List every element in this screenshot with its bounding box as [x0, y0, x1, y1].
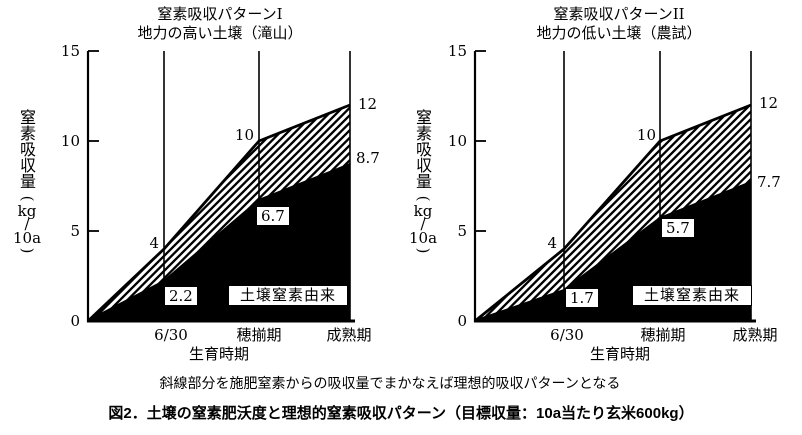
unit-kg: kg: [17, 202, 37, 220]
soil-value-box: 2.2: [164, 286, 198, 306]
chart-2-title-block: 窒素吸収パターンII 地力の低い土壌（農試）: [481, 5, 757, 43]
chart-2-subtitle: 地力の低い土壌（農試）: [536, 24, 702, 42]
unit-slash: /: [24, 215, 30, 233]
value-label-soil: 7.7: [757, 173, 781, 191]
chart-1-title: 窒素吸収パターンI: [157, 5, 283, 23]
unit-slash: /: [420, 215, 426, 233]
soil-absorption-line: [474, 181, 752, 323]
soil-area-label: 土壌窒素由来: [632, 285, 753, 306]
x-tick-label: 成熟期: [326, 326, 372, 344]
chart-2-x-axis-title: 生育時期: [589, 345, 651, 363]
chart-1-title-block: 窒素吸収パターンI 地力の高い土壌（滝山）: [89, 5, 351, 43]
y-tick-label: 15: [60, 42, 80, 60]
y-tick-label: 5: [70, 222, 80, 240]
chart-2-y-axis-title: 窒素吸収量: [413, 109, 432, 189]
unit-denominator: 10a: [12, 229, 42, 247]
total-absorption-line: [87, 103, 351, 323]
hatch-note: 斜線部分を施肥窒素からの吸収量でまかなえば理想的吸収パターンとなる: [159, 376, 621, 392]
chart-2-y-axis-unit: ( kg / 10a ): [404, 193, 442, 256]
chart-1-subtitle: 地力の高い土壌（滝山）: [137, 24, 303, 42]
chart-1-y-axis-title: 窒素吸収量: [17, 109, 36, 189]
x-tick-label: 6/30: [550, 326, 584, 344]
value-label-total: 10: [636, 126, 656, 144]
soil-value-box: 5.7: [661, 218, 695, 238]
soil-value-box: 6.7: [256, 206, 290, 226]
x-tick-label: 6/30: [154, 326, 188, 344]
unit-close-paren: ): [18, 247, 37, 254]
y-tick-label: 10: [60, 132, 80, 150]
unit-open-paren: (: [414, 195, 433, 202]
soil-nitrogen-black-area: [88, 164, 350, 321]
value-label-soil: 8.7: [356, 149, 380, 167]
value-label-total: 4: [547, 234, 557, 252]
unit-close-paren: ): [414, 247, 433, 254]
y-tick-label: 0: [457, 312, 467, 330]
soil-area-label: 土壌窒素由来: [228, 285, 349, 306]
unit-denominator: 10a: [408, 229, 438, 247]
y-tick-label: 5: [457, 222, 467, 240]
value-label-total: 4: [149, 234, 159, 252]
value-label-total: 12: [759, 94, 779, 112]
chart-1-plot: [86, 50, 355, 323]
chart-1-x-axis-title: 生育時期: [188, 345, 250, 363]
value-label-total: 12: [358, 95, 378, 113]
x-tick-label: 穂揃期: [236, 326, 282, 344]
figure-caption: 図2．土壌の窒素肥沃度と理想的窒素吸収パターン（目標収量：10a当たり玄米600…: [108, 405, 694, 422]
total-absorption-line: [474, 103, 752, 323]
chart-1-y-axis-unit: ( kg / 10a ): [8, 193, 46, 256]
y-tick-label: 10: [447, 132, 467, 150]
y-tick-label: 15: [447, 42, 467, 60]
value-label-total: 10: [234, 126, 254, 144]
soil-value-box: 1.7: [565, 288, 599, 308]
chart-2-plot: [473, 50, 756, 323]
y-tick-label: 0: [70, 312, 80, 330]
x-tick-label: 成熟期: [732, 326, 778, 344]
soil-absorption-line: [87, 163, 351, 323]
x-tick-label: 穂揃期: [640, 326, 686, 344]
unit-open-paren: (: [18, 195, 37, 202]
unit-kg: kg: [413, 202, 433, 220]
chart-2-title: 窒素吸収パターンII: [553, 5, 685, 23]
